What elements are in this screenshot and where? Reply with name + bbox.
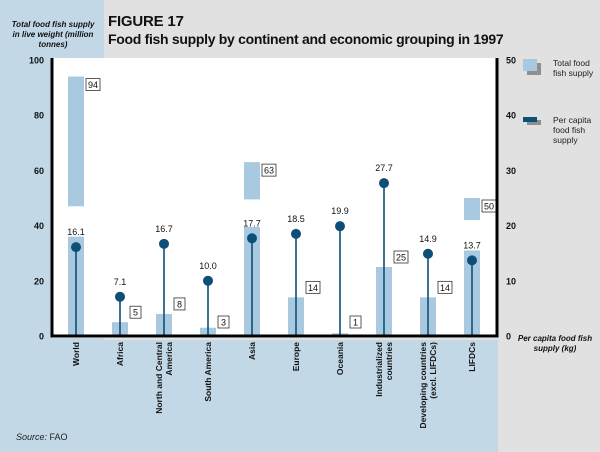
y-left-axis-title-text: Total food fish supply in live weight (m… [11, 20, 95, 49]
y-right-tick-label: 20 [506, 221, 516, 231]
x-category-label: Oceania [335, 342, 345, 375]
bar-value-label: 63 [264, 166, 274, 176]
lollipop-value-label: 17.7 [243, 218, 261, 228]
legend-label-total: Total food fish supply [553, 58, 594, 78]
lollipop-value-label: 27.7 [375, 163, 393, 173]
figure-number: FIGURE 17 [108, 13, 184, 30]
lollipop-point [159, 238, 169, 249]
lollipop-point [379, 178, 389, 189]
bar-value-box [173, 297, 186, 311]
bar-value-label: 5 [133, 308, 138, 318]
lollipop-value-label: 19.9 [331, 206, 349, 216]
lollipop-point [247, 233, 257, 244]
bar-value-label: 1 [353, 318, 358, 328]
x-category-label: North and Central [154, 342, 164, 414]
bar-value-label: 14 [440, 283, 450, 293]
bar-value-label: 50 [484, 202, 494, 212]
legend-swatch-per-capita [523, 117, 537, 122]
lollipop-value-label: 14.9 [419, 234, 437, 244]
bar-value-label: 3 [221, 318, 226, 328]
lollipop-point [291, 228, 301, 239]
y-left-tick-label: 100 [29, 56, 44, 66]
plot-area [52, 58, 498, 338]
legend-swatch-total [523, 59, 537, 71]
x-category-label: countries [384, 342, 394, 381]
x-category-label: (excl. LIFDCs) [428, 342, 438, 399]
y-left-axis-title: Total food fish supply in live weight (m… [8, 20, 98, 50]
x-category-label: Asia [247, 342, 257, 360]
y-right-tick-label: 50 [506, 56, 516, 66]
y-right-axis-title-text: Per capita food fish supply (kg) [517, 334, 593, 353]
bar-value-label: 94 [88, 80, 98, 90]
x-category-label: Developing countries [418, 342, 428, 429]
y-right-axis-title: Per capita food fish supply (kg) [512, 334, 598, 354]
lollipop-value-label: 16.1 [67, 227, 85, 237]
lollipop-value-label: 16.7 [155, 224, 173, 234]
y-left-tick-label: 80 [34, 111, 44, 121]
lollipop-point [423, 248, 433, 259]
legend-label-per-capita: Per capita food fish supply [553, 115, 592, 145]
x-category-label: Europe [291, 342, 301, 372]
lollipop-value-label: 10.0 [199, 261, 217, 271]
y-left-tick-label: 0 [39, 332, 44, 342]
y-left-tick-label: 60 [34, 166, 44, 176]
bar-value-box [437, 280, 453, 294]
lollipop-point [71, 242, 81, 253]
x-category-label: World [71, 342, 81, 366]
bar-value-box [129, 305, 142, 319]
bar-value-label: 8 [177, 299, 182, 309]
bar-value-box [261, 163, 277, 177]
source-value: FAO [49, 432, 68, 442]
chart-title: Food fish supply by continent and econom… [108, 31, 504, 47]
bar-value-box [85, 78, 101, 91]
y-left-tick-label: 20 [34, 276, 44, 286]
lollipop-value-label: 7.1 [114, 277, 127, 287]
y-right-tick-label: 30 [506, 166, 516, 176]
x-category-label: Industrialized [374, 342, 384, 397]
bottom-panel-background [0, 340, 498, 452]
bar-value-box [349, 315, 362, 329]
x-category-label: South America [203, 342, 213, 402]
legend-swatch-per-capita-shadow [527, 120, 541, 125]
bar-total-upper [464, 198, 480, 221]
source-note: Source: FAO [16, 432, 68, 442]
bar-value-label: 14 [308, 283, 318, 293]
lollipop-point [203, 275, 213, 286]
lollipop-value-label: 18.5 [287, 214, 305, 224]
y-right-tick-label: 0 [506, 332, 511, 342]
bar-total-upper [68, 76, 84, 207]
y-left-tick-label: 40 [34, 221, 44, 231]
bar-total-upper [244, 162, 260, 200]
x-category-label: Africa [115, 342, 125, 366]
y-right-tick-label: 10 [506, 276, 516, 286]
bar-value-box [217, 315, 230, 329]
lollipop-point [115, 291, 125, 302]
bar-value-box [393, 250, 409, 264]
y-right-tick-label: 40 [506, 111, 516, 121]
lollipop-point [467, 255, 477, 266]
bar-value-box [305, 280, 321, 294]
source-label: Source: [16, 432, 48, 442]
bar-value-label: 25 [396, 253, 406, 263]
x-category-label: America [164, 342, 174, 376]
lollipop-value-label: 13.7 [463, 240, 481, 250]
lollipop-point [335, 221, 345, 232]
x-category-label: LIFDCs [467, 342, 477, 372]
